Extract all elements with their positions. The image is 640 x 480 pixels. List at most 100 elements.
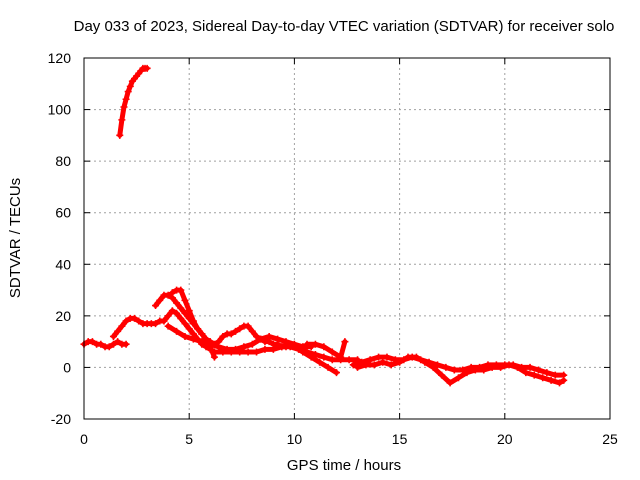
data-point <box>265 332 273 340</box>
data-point <box>244 322 252 330</box>
data-point <box>320 353 328 361</box>
data-point <box>173 299 181 307</box>
data-point <box>244 348 252 356</box>
data-point <box>303 340 311 348</box>
x-tick-labels: 0 5 10 15 20 25 <box>80 431 618 447</box>
data-point <box>198 338 206 346</box>
data-point <box>118 322 126 330</box>
data-point <box>177 304 185 312</box>
data-point <box>370 361 378 369</box>
data-point <box>160 317 168 325</box>
y-tick-labels: -20 0 20 40 60 80 100 120 <box>48 50 72 427</box>
y-axis-label: SDTVAR / TECUs <box>7 178 24 298</box>
data-point <box>253 348 261 356</box>
data-point <box>227 330 235 338</box>
x-tick-label: 0 <box>80 431 88 447</box>
data-point <box>227 348 235 356</box>
data-point <box>328 356 336 364</box>
data-point <box>156 296 164 304</box>
data-point <box>299 348 307 356</box>
data-point <box>124 88 132 96</box>
data-point <box>240 343 248 351</box>
data-point <box>177 286 185 294</box>
data-point <box>442 363 450 371</box>
data-point <box>194 325 202 333</box>
series-arc-late2 <box>354 353 568 387</box>
data-point <box>164 291 172 299</box>
data-point <box>173 309 181 317</box>
data-point <box>114 338 122 346</box>
data-point <box>181 296 189 304</box>
data-point <box>236 325 244 333</box>
data-point <box>290 343 298 351</box>
data-point <box>274 335 282 343</box>
data-point <box>164 312 172 320</box>
data-point <box>109 340 117 348</box>
data-point <box>248 327 256 335</box>
data-point <box>463 369 471 377</box>
data-point <box>215 343 223 351</box>
data-point <box>164 322 172 330</box>
data-point <box>168 289 176 297</box>
x-tick-label: 10 <box>287 431 303 447</box>
data-point <box>471 366 479 374</box>
data-point <box>177 314 185 322</box>
data-point <box>337 353 345 361</box>
data-point <box>88 338 96 346</box>
data-point <box>320 343 328 351</box>
data-point <box>116 131 124 139</box>
x-tick-label: 5 <box>185 431 193 447</box>
data-point <box>236 348 244 356</box>
data-point <box>105 343 113 351</box>
series-arc-start <box>80 338 130 351</box>
series-arc-mid5 <box>303 338 349 361</box>
x-tick-label: 20 <box>497 431 513 447</box>
y-tick-label: 0 <box>63 359 71 375</box>
data-point <box>438 371 446 379</box>
y-tick-label: 120 <box>48 50 72 66</box>
data-point <box>421 358 429 366</box>
chart-title: Day 033 of 2023, Sidereal Day-to-day VTE… <box>74 18 615 35</box>
data-point <box>513 363 521 371</box>
data-point <box>534 366 542 374</box>
series-arc-mid4 <box>282 340 340 377</box>
x-axis-label: GPS time / hours <box>287 457 401 474</box>
data-point <box>412 353 420 361</box>
data-point <box>547 376 555 384</box>
data-point <box>231 327 239 335</box>
data-point <box>126 82 134 90</box>
data-point <box>526 363 534 371</box>
data-point <box>387 361 395 369</box>
data-point <box>109 332 117 340</box>
data-point <box>316 358 324 366</box>
data-point <box>261 345 269 353</box>
data-point <box>278 343 286 351</box>
data-point <box>446 379 454 387</box>
data-point <box>143 64 151 72</box>
data-point <box>198 330 206 338</box>
data-point <box>130 314 138 322</box>
data-point <box>324 363 332 371</box>
data-point <box>396 358 404 366</box>
data-point <box>429 363 437 371</box>
data-point <box>497 363 505 371</box>
data-point <box>488 363 496 371</box>
y-tick-label: 80 <box>55 153 71 169</box>
y-tick-label: -20 <box>51 411 71 427</box>
data-point <box>135 317 143 325</box>
data-point <box>114 327 122 335</box>
data-point <box>122 95 130 103</box>
data-point <box>122 317 130 325</box>
data-point <box>120 103 128 111</box>
plot-frame <box>83 57 611 420</box>
data-point <box>307 353 315 361</box>
data-point <box>269 345 277 353</box>
data-point <box>480 366 488 374</box>
data-point <box>332 369 340 377</box>
data-point <box>530 371 538 379</box>
x-tick-label: 25 <box>602 431 618 447</box>
data-point <box>282 340 290 348</box>
data-point <box>543 369 551 377</box>
data-point <box>181 320 189 328</box>
data-point <box>341 338 349 346</box>
